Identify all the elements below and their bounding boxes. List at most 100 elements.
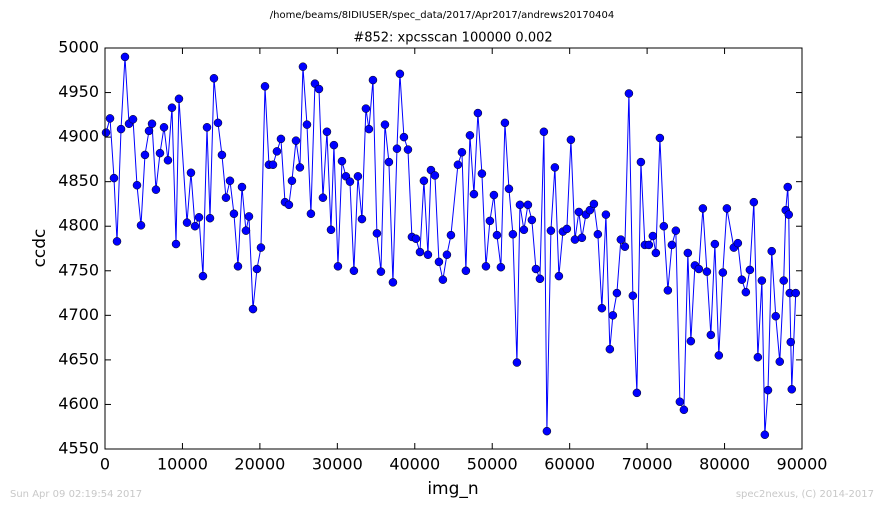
data-point	[651, 248, 661, 258]
data-point	[284, 200, 294, 210]
data-point	[453, 160, 463, 169]
footer-left: Sun Apr 09 02:19:54 2017	[10, 489, 142, 500]
data-point	[593, 229, 603, 239]
data-point	[616, 235, 626, 244]
y-axis-label: ccdc	[30, 229, 50, 268]
data-point	[411, 234, 421, 243]
data-point	[605, 344, 615, 354]
data-point	[314, 84, 324, 94]
data-point	[757, 276, 767, 285]
data-point	[302, 120, 312, 129]
data-point	[628, 291, 638, 300]
data-point	[589, 199, 599, 209]
data-point	[457, 148, 467, 157]
data-point	[683, 248, 693, 258]
x-tick-label: 80000	[699, 455, 750, 474]
data-point	[531, 264, 541, 274]
data-point	[512, 358, 522, 367]
data-point	[679, 405, 689, 415]
data-point	[357, 214, 367, 224]
x-tick-label: 30000	[312, 455, 363, 474]
data-point	[233, 262, 243, 271]
data-point	[570, 235, 580, 244]
data-point	[144, 126, 154, 136]
x-tick-label: 70000	[622, 455, 673, 474]
data-line	[105, 56, 797, 435]
y-tick-label: 4600	[58, 394, 99, 413]
data-point	[329, 140, 339, 150]
data-point	[419, 176, 429, 186]
x-tick-label: 90000	[777, 455, 828, 474]
data-point	[260, 82, 270, 91]
data-point	[779, 276, 788, 285]
data-point	[225, 176, 235, 186]
data-point	[120, 52, 130, 62]
data-point	[546, 226, 556, 235]
data-point	[256, 243, 266, 252]
data-point	[519, 225, 529, 235]
data-point	[112, 237, 122, 246]
data-point	[109, 173, 119, 183]
data-point	[791, 288, 800, 298]
data-point	[198, 271, 208, 281]
data-point	[749, 197, 759, 207]
data-point	[128, 115, 138, 124]
data-point	[675, 397, 685, 407]
data-point	[771, 311, 780, 321]
data-point	[318, 193, 328, 202]
data-point	[182, 218, 192, 227]
data-point	[430, 171, 440, 180]
data-point	[171, 239, 181, 249]
data-point	[167, 103, 177, 112]
data-point	[202, 123, 212, 132]
data-point	[287, 176, 297, 186]
footer-right: spec2nexus, (C) 2014-2017	[736, 489, 874, 500]
data-point	[733, 238, 743, 248]
data-point	[248, 304, 258, 314]
data-point	[636, 157, 646, 167]
data-point	[763, 385, 773, 395]
data-point	[438, 275, 448, 284]
data-point	[706, 330, 716, 340]
data-point	[624, 89, 634, 98]
data-point	[612, 288, 622, 298]
data-point	[489, 190, 499, 200]
data-point	[403, 145, 413, 154]
data-point	[655, 133, 665, 143]
data-point	[554, 271, 564, 281]
data-point	[496, 262, 506, 272]
x-tick-label: 50000	[467, 455, 518, 474]
data-point	[620, 242, 630, 251]
data-point	[159, 123, 169, 132]
data-point	[322, 127, 332, 137]
data-point	[667, 240, 677, 250]
data-point	[306, 209, 316, 218]
data-point	[291, 136, 301, 145]
data-point	[364, 124, 374, 134]
data-point	[353, 172, 363, 181]
data-point	[722, 204, 732, 213]
data-point	[434, 257, 444, 267]
data-point	[745, 265, 755, 275]
data-point	[399, 132, 409, 142]
data-point	[395, 69, 405, 79]
data-point	[190, 221, 200, 231]
data-point	[473, 108, 483, 118]
data-point	[686, 336, 696, 346]
y-tick-label: 4550	[58, 439, 99, 458]
data-point	[194, 213, 204, 222]
data-point	[508, 229, 518, 239]
data-point	[577, 233, 587, 243]
data-point	[714, 351, 724, 360]
data-point	[477, 169, 487, 178]
data-point	[244, 212, 254, 221]
data-point	[116, 124, 126, 134]
data-point	[523, 200, 533, 210]
data-point	[147, 119, 157, 128]
data-point	[469, 189, 479, 199]
data-point	[753, 352, 763, 362]
y-tick-label: 5000	[58, 38, 99, 57]
data-point	[767, 246, 776, 256]
y-tick-label: 4800	[58, 216, 99, 235]
